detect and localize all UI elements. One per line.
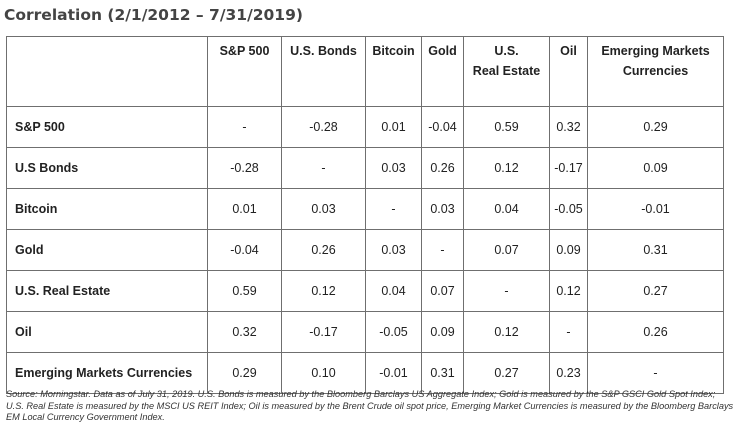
correlation-cell: - (421, 229, 464, 271)
correlation-cell: 0.59 (207, 270, 282, 312)
correlation-cell: 0.01 (365, 106, 422, 148)
correlation-cell: 0.59 (463, 106, 550, 148)
table-row: Emerging Markets Currencies 0.29 0.10 -0.01… (6, 352, 724, 394)
correlation-cell: 0.12 (463, 311, 550, 353)
correlation-cell: -0.01 (587, 188, 724, 230)
column-header: Emerging Markets Currencies (587, 36, 724, 107)
correlation-cell: 0.04 (463, 188, 550, 230)
row-label: U.S. Real Estate (6, 270, 208, 312)
row-label: U.S Bonds (6, 147, 208, 189)
correlation-cell: 0.04 (365, 270, 422, 312)
correlation-cell: -0.05 (549, 188, 588, 230)
correlation-cell: 0.31 (587, 229, 724, 271)
correlation-cell: 0.09 (421, 311, 464, 353)
correlation-cell: 0.32 (207, 311, 282, 353)
correlation-cell: - (463, 270, 550, 312)
correlation-cell: -0.04 (421, 106, 464, 148)
row-label: Oil (6, 311, 208, 353)
correlation-cell: 0.26 (281, 229, 366, 271)
correlation-table: S&P 500 U.S. Bonds Bitcoin Gold U.S. Rea… (6, 36, 724, 394)
correlation-cell: 0.31 (421, 352, 464, 394)
table-row: Bitcoin 0.01 0.03-0.03 0.04 -0.05 -0.01 (6, 188, 724, 230)
correlation-cell: 0.03 (421, 188, 464, 230)
correlation-cell: - (587, 352, 724, 394)
column-header: U.S. Bonds (281, 36, 366, 107)
correlation-cell: -0.01 (365, 352, 422, 394)
column-header: Oil (549, 36, 588, 107)
correlation-cell: -0.28 (281, 106, 366, 148)
correlation-cell: -0.04 (207, 229, 282, 271)
correlation-cell: 0.12 (463, 147, 550, 189)
correlation-cell: 0.12 (281, 270, 366, 312)
correlation-cell: 0.29 (207, 352, 282, 394)
correlation-cell: - (365, 188, 422, 230)
correlation-cell: 0.03 (281, 188, 366, 230)
correlation-cell: 0.27 (587, 270, 724, 312)
table-row: Gold -0.04 0.26 0.03-0.07 0.09 0.31 (6, 229, 724, 271)
correlation-cell: -0.28 (207, 147, 282, 189)
table-row: Oil 0.32 -0.17 -0.05 0.09 0.12-0.26 (6, 311, 724, 353)
correlation-cell: 0.32 (549, 106, 588, 148)
correlation-cell: 0.26 (587, 311, 724, 353)
header-row: S&P 500 U.S. Bonds Bitcoin Gold U.S. Rea… (6, 36, 724, 107)
correlation-cell: 0.09 (549, 229, 588, 271)
correlation-cell: 0.10 (281, 352, 366, 394)
correlation-cell: -0.05 (365, 311, 422, 353)
correlation-cell: - (207, 106, 282, 148)
corner-cell (6, 36, 208, 107)
correlation-cell: 0.27 (463, 352, 550, 394)
column-header: U.S. Real Estate (463, 36, 550, 107)
correlation-cell: 0.26 (421, 147, 464, 189)
correlation-cell: 0.09 (587, 147, 724, 189)
correlation-cell: 0.01 (207, 188, 282, 230)
row-label: Bitcoin (6, 188, 208, 230)
correlation-cell: 0.29 (587, 106, 724, 148)
column-header: S&P 500 (207, 36, 282, 107)
table-row: U.S Bonds -0.28-0.03 0.26 0.12 -0.17 0.09 (6, 147, 724, 189)
row-label: Gold (6, 229, 208, 271)
row-label: S&P 500 (6, 106, 208, 148)
table-row: S&P 500- -0.28 0.01 -0.04 0.59 0.32 0.29 (6, 106, 724, 148)
page-title: Correlation (2/1/2012 – 7/31/2019) (4, 6, 303, 24)
column-header: Gold (421, 36, 464, 107)
correlation-cell: 0.07 (421, 270, 464, 312)
source-note: Source: Morningstar. Data as of July 31,… (6, 389, 734, 422)
correlation-cell: -0.17 (281, 311, 366, 353)
row-label: Emerging Markets Currencies (6, 352, 208, 394)
correlation-cell: 0.03 (365, 229, 422, 271)
correlation-cell: 0.12 (549, 270, 588, 312)
correlation-cell: 0.07 (463, 229, 550, 271)
correlation-cell: -0.17 (549, 147, 588, 189)
correlation-cell: - (281, 147, 366, 189)
table-row: U.S. Real Estate 0.59 0.12 0.04 0.07-0.12 0.2… (6, 270, 724, 312)
correlation-cell: 0.23 (549, 352, 588, 394)
correlation-cell: 0.03 (365, 147, 422, 189)
column-header: Bitcoin (365, 36, 422, 107)
correlation-cell: - (549, 311, 588, 353)
